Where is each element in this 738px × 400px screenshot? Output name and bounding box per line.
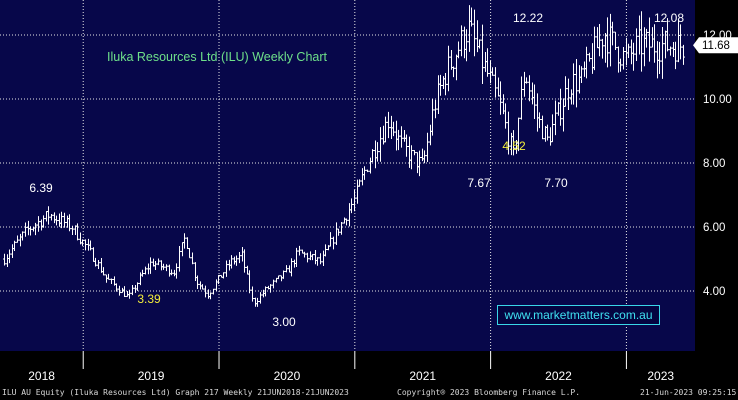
x-tick-label: 2023	[647, 369, 674, 383]
last-price-label: 11.68	[702, 40, 730, 52]
footer-timestamp: 21-Jun-2023 09:25:15	[640, 388, 737, 397]
y-tick-label: 10.00	[703, 94, 732, 106]
y-tick-label: 8.00	[703, 158, 725, 170]
price-annotation: 3.00	[272, 315, 296, 329]
price-annotation: 7.70	[544, 176, 568, 190]
y-tick-label: 4.00	[703, 286, 725, 298]
footer-security-info: ILU AU Equity (Iluka Resources Ltd) Grap…	[2, 388, 349, 397]
last-price-box	[693, 37, 738, 54]
x-tick-label: 2022	[545, 369, 572, 383]
footer-bar: ILU AU Equity (Iluka Resources Ltd) Grap…	[0, 385, 738, 400]
price-annotation: 12.22	[513, 11, 543, 25]
x-tick-label: 2018	[28, 369, 55, 383]
x-tick-label: 2020	[274, 369, 301, 383]
price-annotation: 12.08	[654, 11, 684, 25]
x-tick-label: 2021	[409, 369, 436, 383]
price-annotation: 4.52	[502, 139, 526, 153]
chart-title: Iluka Resources Ltd (ILU) Weekly Chart	[107, 50, 327, 64]
x-tick-label: 2019	[138, 369, 165, 383]
plot-area	[0, 0, 695, 351]
footer-copyright: Copyright® 2023 Bloomberg Finance L.P.	[397, 388, 581, 397]
y-tick-label: 6.00	[703, 222, 725, 234]
price-annotation: 6.39	[29, 181, 53, 195]
price-annotation: 7.67	[467, 176, 491, 190]
price-annotation: 3.39	[137, 292, 161, 306]
watermark-link[interactable]: www.marketmatters.com.au	[497, 305, 660, 325]
